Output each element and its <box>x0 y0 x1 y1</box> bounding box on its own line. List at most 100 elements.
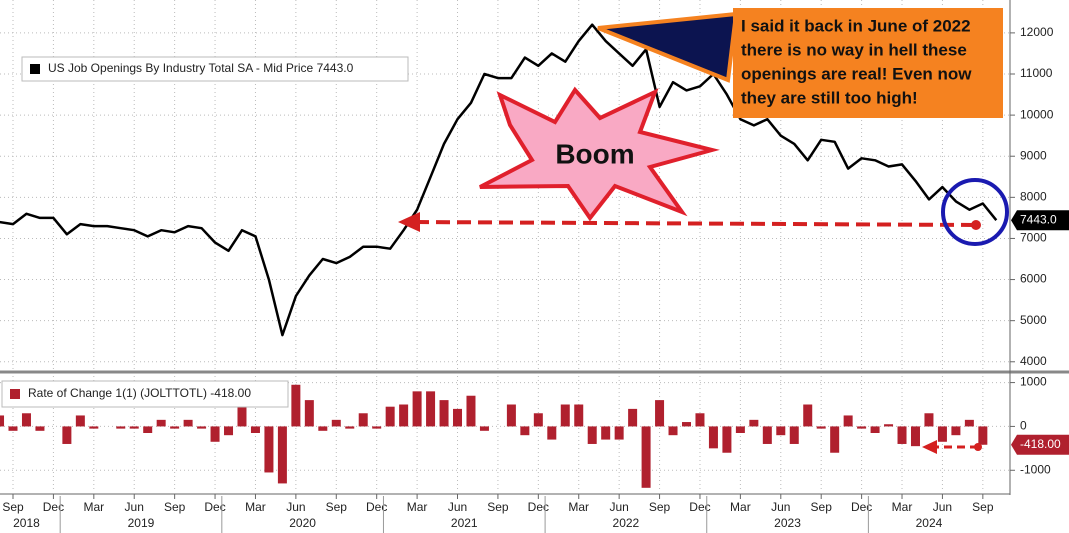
price-tag <box>1011 210 1069 231</box>
bar <box>89 426 99 429</box>
x-tick-label: Dec <box>528 500 549 514</box>
x-tick-label: Jun <box>933 500 952 514</box>
bar <box>574 404 584 427</box>
x-tick-label: Sep <box>811 500 833 514</box>
bar <box>560 404 570 427</box>
x-tick-label: Dec <box>851 500 872 514</box>
bar <box>183 419 193 427</box>
year-label: 2022 <box>613 516 640 530</box>
x-tick-label: Mar <box>730 500 751 514</box>
bar <box>735 426 745 433</box>
arrow-line <box>414 220 976 227</box>
bar <box>776 426 786 436</box>
y-tick-label: 4000 <box>1020 354 1047 368</box>
y-tick-label: 10000 <box>1020 107 1054 121</box>
x-tick-label: Sep <box>164 500 186 514</box>
x-tick-label: Jun <box>125 500 144 514</box>
bar <box>655 400 665 427</box>
year-label: 2021 <box>451 516 478 530</box>
bar <box>924 413 934 427</box>
bar <box>170 426 180 429</box>
bar <box>237 404 247 427</box>
bar <box>277 426 287 484</box>
x-tick-label: Mar <box>245 500 266 514</box>
bar <box>547 426 557 440</box>
callout-line: openings are real! Even now <box>741 64 972 83</box>
x-tick-label: Jun <box>609 500 628 514</box>
bar <box>587 426 597 444</box>
x-tick-label: Jun <box>771 500 790 514</box>
bar <box>533 413 543 427</box>
bar <box>358 413 368 427</box>
price-tag-label: -418.00 <box>1020 437 1061 451</box>
callout-pointer <box>597 11 739 83</box>
y-tick-label: 9000 <box>1020 148 1047 162</box>
price-tags: 7443.0 -418.00 <box>1011 210 1069 455</box>
legend-label: Rate of Change 1(1) (JOLTTOTL) -418.00 <box>28 386 251 400</box>
bar <box>197 426 207 429</box>
x-tick-label: Dec <box>689 500 710 514</box>
bar <box>62 426 72 444</box>
legend-swatch <box>10 389 20 399</box>
x-tick-label: Sep <box>2 500 24 514</box>
bar <box>439 400 449 427</box>
bar <box>641 426 651 488</box>
price-tag <box>1011 434 1069 455</box>
y-tick-label: -1000 <box>1020 462 1051 476</box>
bar <box>385 406 395 427</box>
y-tick-label: 0 <box>1020 419 1027 433</box>
bar <box>857 426 867 429</box>
x-tick-label: Dec <box>366 500 387 514</box>
arrow-head <box>922 440 937 454</box>
bar <box>951 426 961 436</box>
arrow-dot <box>974 443 982 451</box>
bar <box>345 426 355 429</box>
bar <box>0 415 5 427</box>
boom-text: Boom <box>555 138 634 169</box>
bar <box>129 426 139 429</box>
y-tick-label: 8000 <box>1020 190 1047 204</box>
legend-label: US Job Openings By Industry Total SA - M… <box>48 61 354 75</box>
bar <box>978 426 988 445</box>
bar <box>426 391 436 427</box>
bar <box>35 426 45 431</box>
bar <box>695 413 705 427</box>
year-label: 2023 <box>774 516 801 530</box>
bar <box>628 408 638 427</box>
bar <box>8 426 18 431</box>
bar <box>210 426 220 442</box>
bar <box>479 426 489 431</box>
year-label: 2020 <box>289 516 316 530</box>
bar <box>21 413 31 427</box>
bar <box>708 426 718 449</box>
x-tick-label: Sep <box>487 500 509 514</box>
bar <box>291 384 301 427</box>
highlight-circle <box>941 178 1009 246</box>
marks-layer <box>0 23 998 488</box>
bar <box>372 426 382 429</box>
callout-text: I said it back in June of 2022 there is n… <box>741 16 972 107</box>
legend-box <box>21 56 409 82</box>
x-tick-label: Mar <box>407 500 428 514</box>
bar <box>453 408 463 427</box>
x-tick-label: Dec <box>43 500 64 514</box>
bar <box>412 391 422 427</box>
bar <box>803 404 813 427</box>
bar <box>331 419 341 427</box>
bar <box>506 404 516 427</box>
x-tick-label: Mar <box>568 500 589 514</box>
boom-burst <box>479 86 720 222</box>
bar <box>75 415 85 427</box>
legend-swatch <box>30 64 40 74</box>
bar <box>466 395 476 427</box>
year-label: 2024 <box>916 516 943 530</box>
bar <box>318 426 328 431</box>
bar <box>897 426 907 444</box>
bar <box>682 422 691 427</box>
bar <box>156 419 166 427</box>
bar <box>816 426 826 429</box>
y-tick-label: 5000 <box>1020 313 1047 327</box>
x-tick-label: Sep <box>326 500 348 514</box>
